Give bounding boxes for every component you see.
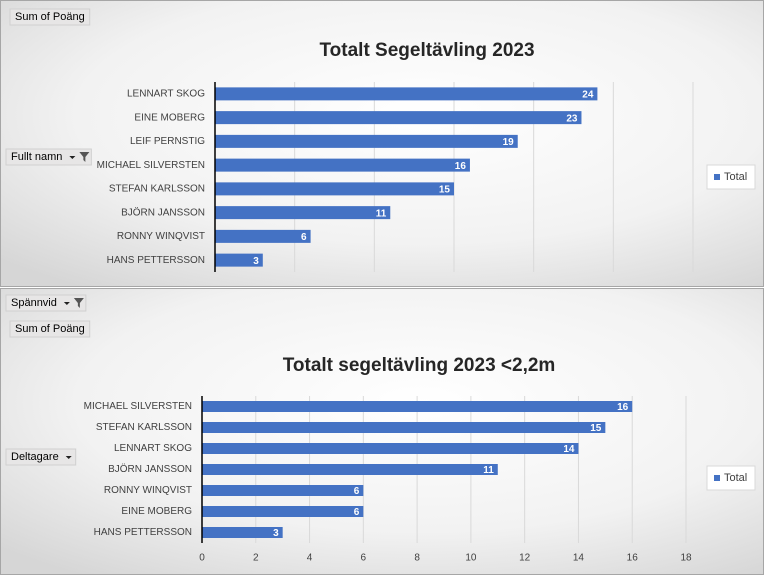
- y-tick-label: STEFAN KARLSSON: [96, 422, 192, 433]
- data-label: 16: [455, 161, 467, 172]
- data-label: 15: [590, 423, 602, 434]
- y-tick-label: MICHAEL SILVERSTEN: [97, 160, 205, 171]
- bar: [215, 206, 391, 220]
- y-tick-label: MICHAEL SILVERSTEN: [84, 401, 192, 412]
- data-label: 6: [354, 486, 360, 497]
- y-tick-label: RONNY WINQVIST: [117, 231, 205, 242]
- bar: [215, 229, 311, 243]
- bar: [215, 111, 582, 125]
- bar: [202, 464, 498, 475]
- data-label: 6: [301, 232, 307, 243]
- field-button-label[interactable]: Sum of Poäng: [15, 11, 85, 23]
- y-tick-label: EINE MOBERG: [134, 112, 205, 123]
- data-label: 3: [253, 256, 259, 267]
- legend-label: Total: [724, 171, 747, 183]
- bar: [202, 485, 364, 496]
- bar: [215, 253, 263, 267]
- legend-label: Total: [724, 472, 747, 484]
- x-tick-label: 4: [307, 553, 313, 564]
- data-label: 16: [617, 402, 629, 413]
- legend-swatch: [714, 475, 720, 481]
- data-label: 11: [483, 465, 494, 476]
- data-label: 24: [582, 90, 594, 101]
- y-tick-label: HANS PETTERSSON: [107, 255, 205, 266]
- data-label: 3: [273, 528, 279, 539]
- data-label: 14: [563, 444, 575, 455]
- y-tick-label: RONNY WINQVIST: [104, 485, 192, 496]
- bar: [202, 527, 283, 538]
- y-tick-label: BJÖRN JANSSON: [108, 463, 192, 475]
- field-button-label[interactable]: Fullt namn: [11, 151, 62, 163]
- field-button[interactable]: [9, 320, 91, 338]
- field-button[interactable]: [5, 294, 87, 312]
- x-tick-label: 18: [680, 553, 692, 564]
- chart-title: Totalt segeltävling 2023 <2,2m: [283, 355, 556, 376]
- y-tick-label: BJÖRN JANSSON: [121, 206, 205, 218]
- x-tick-label: 6: [361, 553, 367, 564]
- y-tick-label: HANS PETTERSSON: [94, 527, 192, 538]
- bar: [215, 158, 470, 172]
- field-button[interactable]: [5, 448, 77, 466]
- chart-title: Totalt Segeltävling 2023: [319, 40, 534, 61]
- field-button[interactable]: [5, 148, 92, 166]
- bar: [202, 506, 364, 517]
- data-label: 6: [354, 507, 360, 518]
- x-tick-label: 12: [519, 553, 531, 564]
- x-tick-label: 10: [465, 553, 477, 564]
- dropdown-arrow[interactable]: [69, 156, 76, 159]
- y-tick-label: LENNART SKOG: [114, 443, 192, 454]
- x-tick-label: 16: [627, 553, 639, 564]
- filter-icon[interactable]: [79, 152, 90, 162]
- bar: [215, 182, 454, 196]
- field-button-label[interactable]: Sum of Poäng: [15, 323, 85, 335]
- y-tick-label: EINE MOBERG: [121, 506, 192, 517]
- data-label: 11: [376, 208, 387, 219]
- field-button-label[interactable]: Spännvid: [11, 297, 57, 309]
- field-button[interactable]: [9, 8, 91, 26]
- bar: [202, 422, 606, 433]
- bar: [202, 401, 633, 412]
- data-label: 19: [503, 137, 515, 148]
- data-label: 15: [439, 185, 451, 196]
- bar: [202, 443, 579, 454]
- legend-swatch: [714, 174, 720, 180]
- y-tick-label: STEFAN KARLSSON: [109, 184, 205, 195]
- x-tick-label: 14: [573, 553, 585, 564]
- dropdown-arrow[interactable]: [65, 456, 72, 459]
- bar: [215, 87, 598, 101]
- x-tick-label: 0: [199, 553, 205, 564]
- bar: [215, 134, 518, 148]
- y-tick-label: LENNART SKOG: [127, 89, 205, 100]
- field-button-label[interactable]: Deltagare: [11, 451, 59, 463]
- dropdown-arrow[interactable]: [63, 302, 70, 305]
- data-label: 23: [566, 113, 578, 124]
- x-tick-label: 2: [253, 553, 259, 564]
- filter-icon[interactable]: [73, 298, 84, 308]
- x-tick-label: 8: [414, 553, 420, 564]
- y-tick-label: LEIF PERNSTIG: [130, 136, 205, 147]
